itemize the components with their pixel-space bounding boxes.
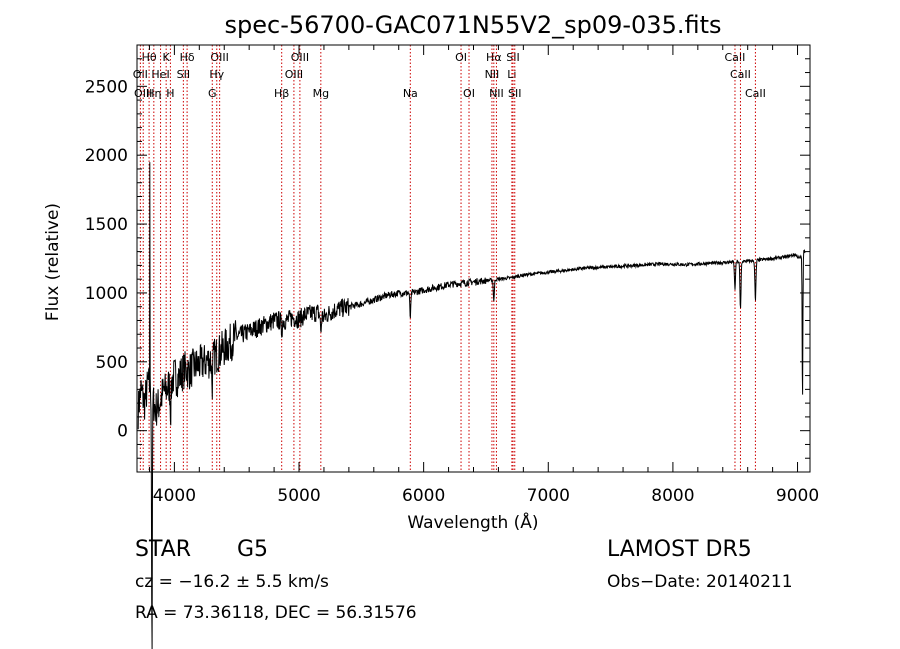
y-tick-label: 2500 [85, 77, 128, 97]
marker-label: K [163, 51, 171, 64]
marker-label: Hα [486, 51, 502, 64]
marker-label: CaII [745, 87, 766, 100]
y-axis-label: Flux (relative) [43, 203, 63, 321]
marker-label: NII [489, 87, 504, 100]
coordinates: RA = 73.36118, DEC = 56.31576 [135, 603, 417, 623]
axis-ticks [137, 44, 810, 472]
marker-label: SII [508, 87, 521, 100]
plot-frame [136, 44, 811, 473]
x-tick-label: 9000 [776, 486, 819, 506]
survey-name: LAMOST DR5 [607, 537, 752, 562]
marker-label: OIII [210, 51, 228, 64]
y-tick-label: 500 [96, 353, 128, 373]
x-tick-label: 8000 [651, 486, 694, 506]
x-tick-label: 5000 [277, 486, 320, 506]
object-class: STAR [135, 537, 192, 562]
x-tick-label: 6000 [402, 486, 445, 506]
y-tick-label: 2000 [85, 146, 128, 166]
y-tick-label: 1500 [85, 215, 128, 235]
marker-label: Hγ [209, 68, 224, 81]
marker-label: CaII [730, 68, 751, 81]
y-tick-labels: 0 500 1000 1500 2000 2500 [85, 77, 128, 441]
x-tick-label: 7000 [527, 486, 570, 506]
marker-label: Li [507, 68, 516, 81]
marker-label: Hβ [274, 87, 289, 100]
marker-label: Hθ [142, 51, 157, 64]
x-axis-label: Wavelength (Å) [407, 511, 538, 533]
x-tick-label: 4000 [153, 486, 196, 506]
y-tick-label: 1000 [85, 284, 128, 304]
redshift-velocity: cz = −16.2 ± 5.5 km/s [135, 572, 329, 592]
marker-label: HeI [151, 68, 169, 81]
marker-label: SII [506, 51, 519, 64]
marker-label: Na [403, 87, 418, 100]
x-tick-labels: 4000 5000 6000 7000 8000 9000 [153, 486, 819, 506]
marker-label: H [166, 87, 174, 100]
marker-label: NII [485, 68, 500, 81]
marker-label: OI [455, 51, 467, 64]
marker-label: SII [177, 68, 190, 81]
observation-date: Obs−Date: 20140211 [607, 572, 793, 592]
marker-label: G [208, 87, 217, 100]
spectrum-line [137, 162, 806, 649]
marker-label: Mg [313, 87, 329, 100]
line-markers: Hθ K Hδ OIII OIII OI Hα SII CaII OII HeI SII Hγ OIII N… [133, 45, 766, 472]
marker-label: Hδ [180, 51, 195, 64]
subclass: G5 [237, 537, 269, 562]
marker-label: OIII [134, 87, 152, 100]
y-tick-label: 0 [117, 422, 128, 442]
marker-label: OIII [291, 51, 309, 64]
marker-label: CaII [725, 51, 746, 64]
marker-label: OIII [285, 68, 303, 81]
marker-label: OI [463, 87, 475, 100]
marker-label: OII [133, 68, 148, 81]
marker-label: Hη [146, 87, 161, 100]
chart-title: spec-56700-GAC071N55V2_sp09-035.fits [225, 11, 722, 39]
